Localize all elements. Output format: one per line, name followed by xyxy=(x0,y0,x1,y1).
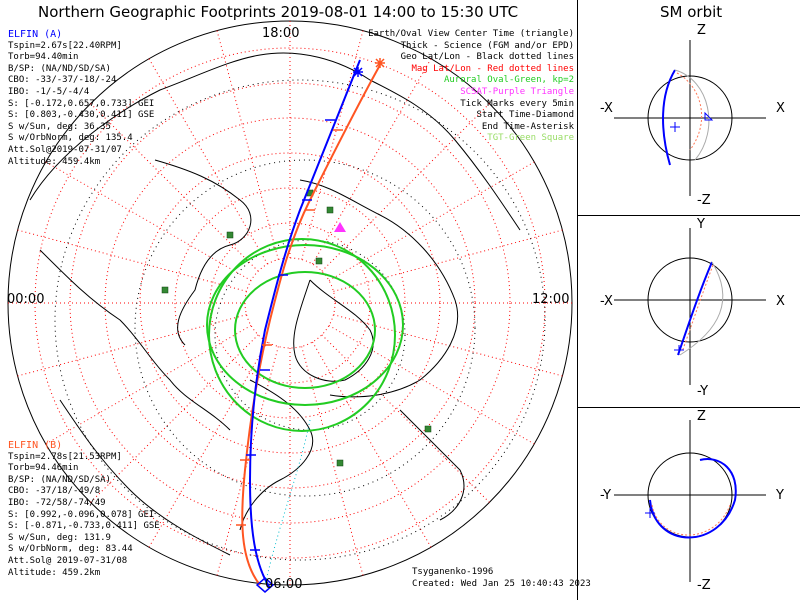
elfin-a-start-diamond xyxy=(255,577,275,593)
elfin-a-line: B/SP: (NA/ND/SD/SA) xyxy=(8,63,111,74)
sm-orbit-title: SM orbit xyxy=(660,3,723,21)
created-label: Created: Wed Jan 25 10:40:43 2023 xyxy=(412,579,591,589)
elfin-b-line: Tspin=2.78s[21.53RPM] xyxy=(8,451,122,462)
elfin-b-line: S: [-0.871,-0.733,0.411] GSE xyxy=(8,521,160,532)
elfin-b-ticks xyxy=(236,129,343,526)
panel-separator xyxy=(577,215,800,216)
map-title: Northern Geographic Footprints 2019-08-0… xyxy=(38,3,519,21)
elfin-b-line: CBO: -37/18/-49/8 xyxy=(8,486,101,497)
elfin-b-name: ELFIN (B) xyxy=(8,440,63,451)
elfin-a-info: ELFIN (A) Tspin=2.67s[22.40RPM] Torb=94.… xyxy=(8,29,154,168)
legend-item: Thick - Science (FGM and/or EPD) xyxy=(400,40,574,51)
elfin-a-end-asterisk xyxy=(353,67,363,77)
sm-p3-bottom: -Z xyxy=(697,578,711,593)
legend-item: Auroral Oval-Green, kp=2 xyxy=(443,75,574,86)
elfin-a-name: ELFIN (A) xyxy=(8,29,63,40)
sm-p1-right: X xyxy=(776,101,785,116)
sm-panel-xy xyxy=(614,228,766,385)
elfin-b-end-asterisk xyxy=(375,58,385,68)
geo-lat-circles xyxy=(54,79,546,561)
mlt-top-label: 18:00 xyxy=(262,26,300,41)
elfin-a-line: S: [0.803,-0.430,0.411] GSE xyxy=(8,110,155,121)
legend: Earth/Oval View Center Time (triangle) T… xyxy=(368,29,574,145)
sm-panel-xz xyxy=(614,40,766,196)
elfin-a-line: Att.Sol@2019-07-31/07 xyxy=(8,144,122,155)
legend-item: SCSAT-Purple Triangle xyxy=(460,86,574,97)
sm-p3-right: Y xyxy=(776,488,784,503)
sm-p2-top: Y xyxy=(697,217,705,232)
elfin-b-line: S: [0.992,-0.096,0.078] GEI xyxy=(8,509,155,520)
legend-item: Earth/Oval View Center Time (triangle) xyxy=(368,29,574,39)
elfin-a-line: Tspin=2.67s[22.40RPM] xyxy=(8,40,122,51)
sm-p2-bottom: -Y xyxy=(697,384,709,399)
sm-p2-left: -X xyxy=(600,294,613,309)
elfin-b-line: S w/OrbNorm, deg: 83.44 xyxy=(8,544,133,555)
sm-p2-right: X xyxy=(776,294,785,309)
elfin-b-line: S w/Sun, deg: 131.9 xyxy=(8,532,111,543)
legend-item: TGT-Green Square xyxy=(487,133,574,144)
sm-p1-left: -X xyxy=(600,101,613,116)
auroral-oval xyxy=(206,238,404,432)
panel-separator xyxy=(577,407,800,408)
mlt-right-label: 12:00 xyxy=(532,292,570,307)
elfin-a-line: IBO: -1/-5/-4/4 xyxy=(8,86,90,97)
legend-item: End Time-Asterisk xyxy=(481,121,574,132)
sm-p3-top: Z xyxy=(697,409,706,424)
elfin-a-line: S: [-0.172,0.657,0.733] GEI xyxy=(8,98,155,109)
legend-item: Geo Lat/Lon - Black dotted lines xyxy=(400,52,574,63)
elfin-a-line: Torb=94.40min xyxy=(8,52,79,63)
elfin-b-line: Torb=94.46min xyxy=(8,463,79,474)
scsat-triangle xyxy=(334,222,346,232)
elfin-a-line: S w/OrbNorm, deg: 135.4 xyxy=(8,133,133,144)
elfin-b-line: B/SP: (NA/ND/SD/SA) xyxy=(8,474,111,485)
mlt-left-label: 00:00 xyxy=(7,292,45,307)
legend-item: Mag Lat/Lon - Red dotted lines xyxy=(411,63,574,74)
panel-divider xyxy=(577,0,578,600)
legend-item: Tick Marks every 5min xyxy=(460,98,574,109)
elfin-a-track xyxy=(248,59,361,589)
elfin-a-ticks xyxy=(246,119,335,551)
elfin-a-line: S w/Sun, deg: 36.35 xyxy=(8,121,111,132)
elfin-a-line: CBO: -33/-37/-18/-24 xyxy=(8,75,117,86)
mlt-bottom-label: 06:00 xyxy=(265,577,303,592)
model-label: Tsyganenko-1996 xyxy=(412,567,494,577)
elfin-b-info: ELFIN (B) Tspin=2.78s[21.53RPM] Torb=94.… xyxy=(8,440,160,579)
elfin-b-line: Altitude: 459.2km xyxy=(8,567,101,578)
sm-p1-top: Z xyxy=(697,23,706,38)
elfin-a-line: Altitude: 459.4km xyxy=(8,156,101,167)
elfin-b-line: Att.Sol@ 2019-07-31/08 xyxy=(8,555,128,566)
elfin-b-track xyxy=(241,64,381,586)
sm-panel-yz xyxy=(614,420,766,582)
sm-p3-left: -Y xyxy=(600,488,612,503)
elfin-b-line: IBO: -72/58/-74/49 xyxy=(8,497,106,508)
legend-item: Start Time-Diamond xyxy=(476,110,574,121)
sm-p1-bottom: -Z xyxy=(697,193,711,208)
